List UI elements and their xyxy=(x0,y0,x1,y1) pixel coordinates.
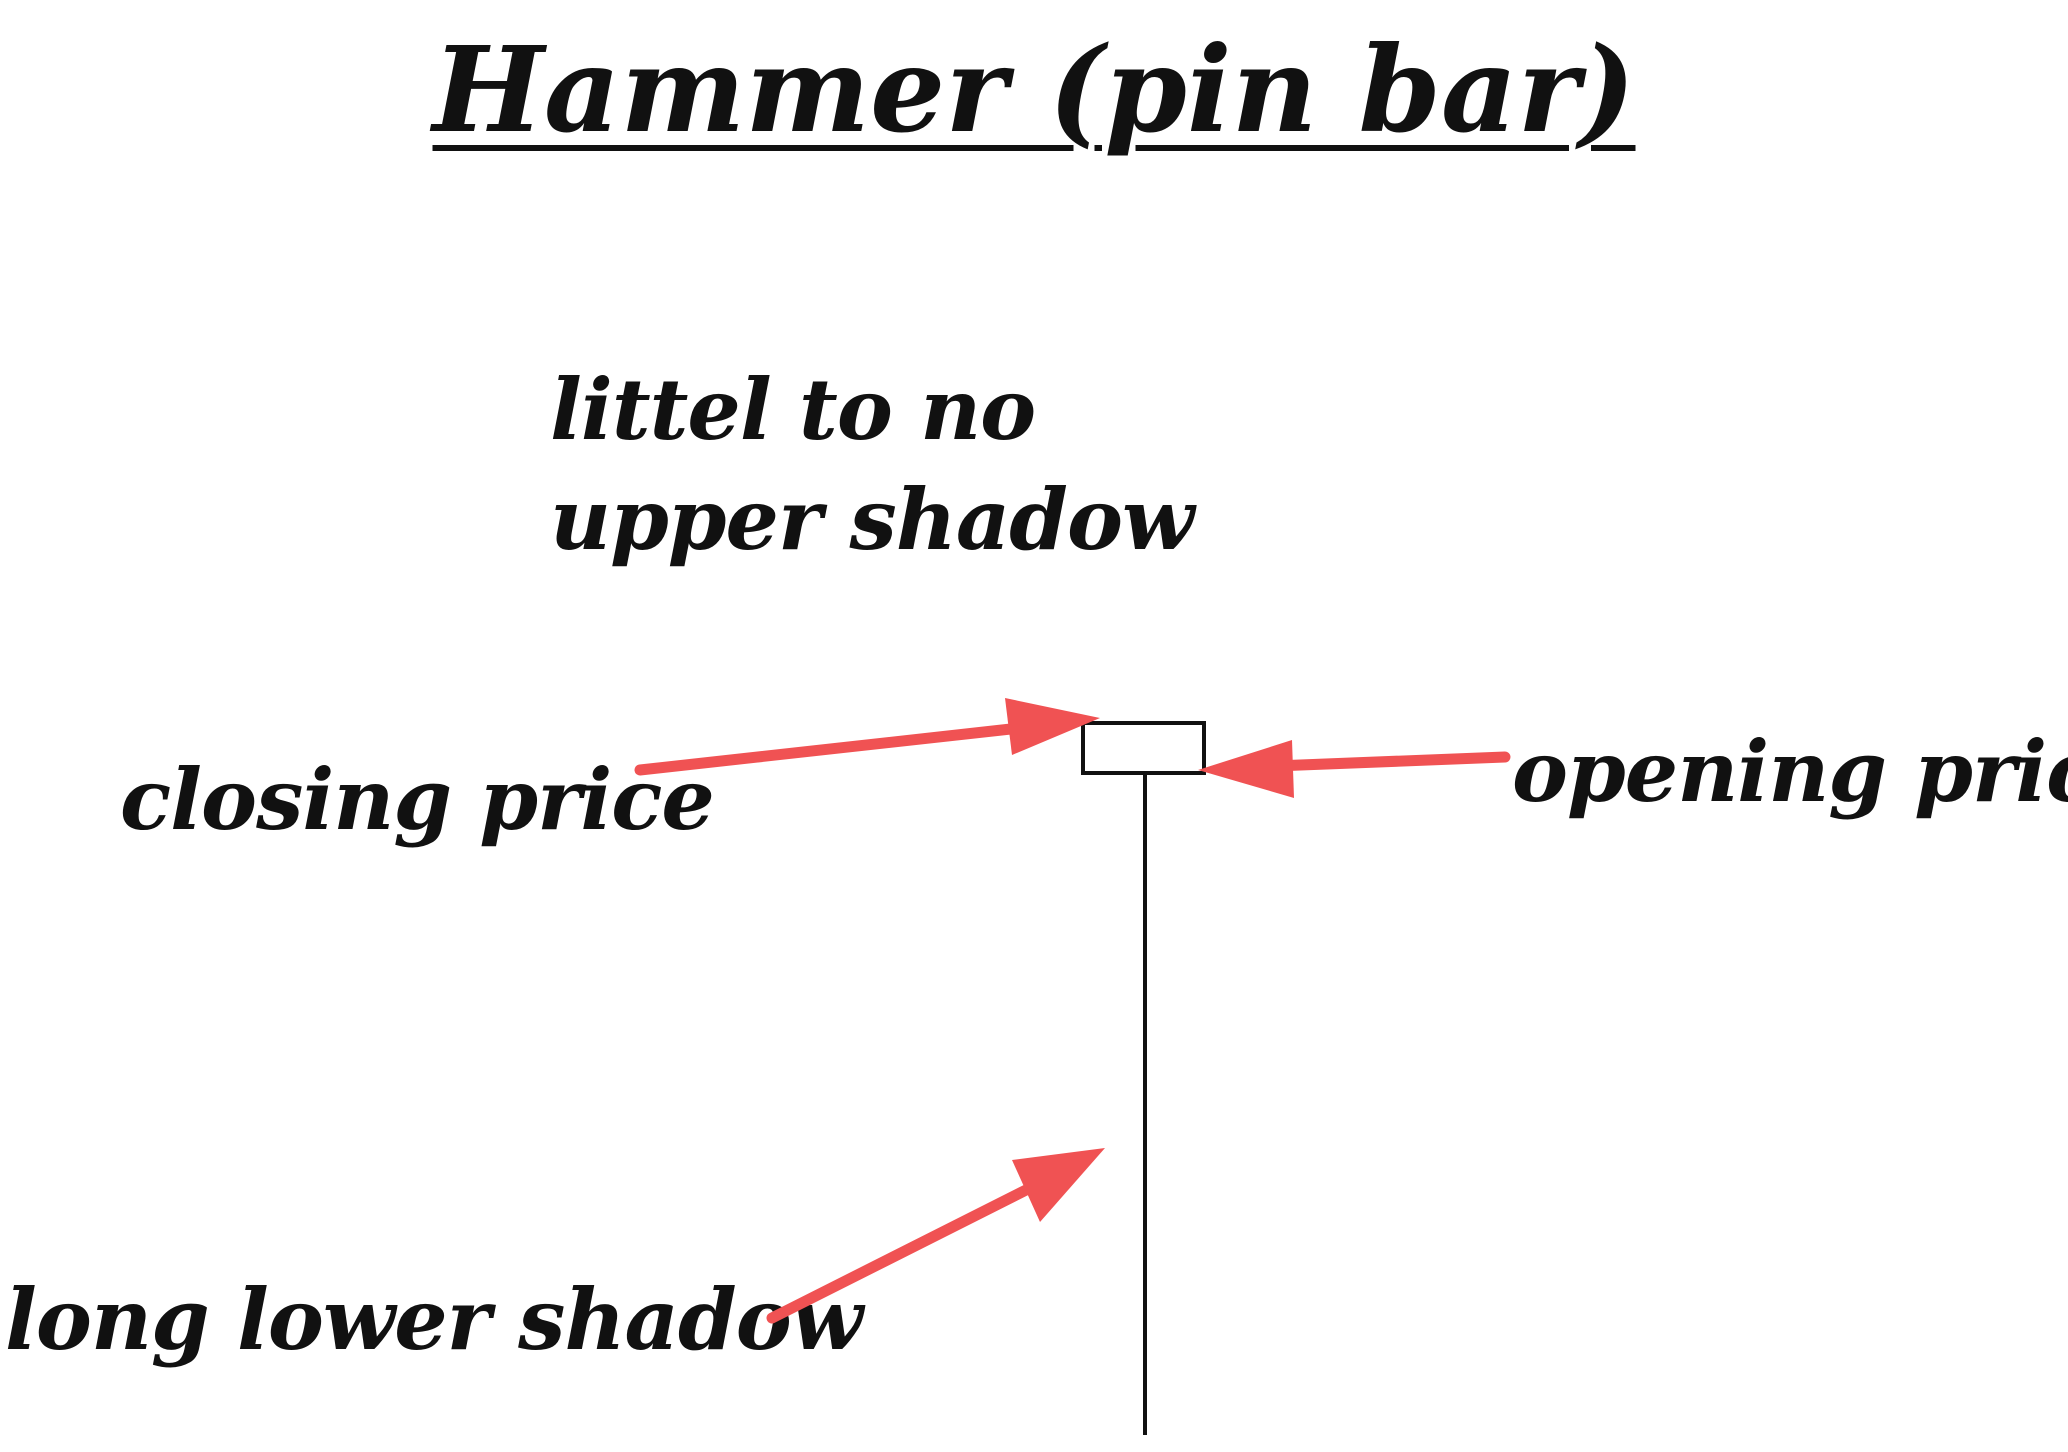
closing-price-arrow xyxy=(634,698,1100,776)
opening-price-label: opening price xyxy=(1512,722,2068,821)
upper-shadow-label-line1: littel to no xyxy=(550,360,1036,459)
diagram-title: Hammer (pin bar) xyxy=(0,20,2068,160)
diagram-title-text: Hammer (pin bar) xyxy=(432,20,1636,159)
long-lower-shadow-arrow xyxy=(766,1148,1105,1324)
closing-price-label: closing price xyxy=(120,750,715,849)
long-lower-shadow-label: long lower shadow xyxy=(5,1270,863,1369)
upper-shadow-label-line2: upper shadow xyxy=(550,470,1194,569)
opening-price-arrow xyxy=(1198,740,1511,798)
candle-body xyxy=(1081,721,1206,775)
